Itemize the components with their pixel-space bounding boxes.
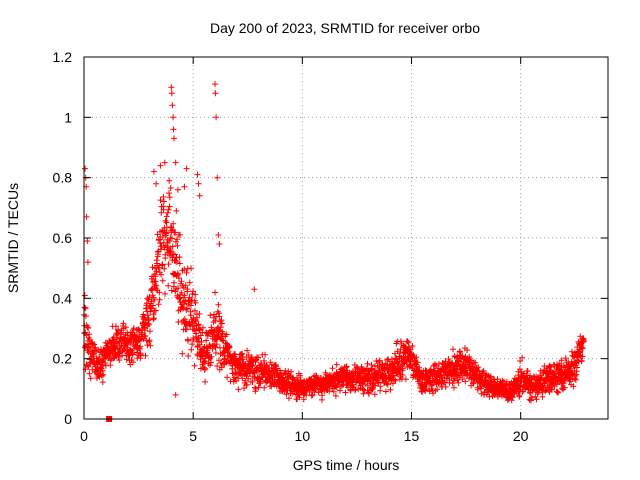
y-tick-label: 0 [64,411,72,427]
x-tick-label: 10 [295,428,311,444]
y-tick-label: 0.6 [53,230,73,246]
y-tick-label: 1 [64,109,72,125]
scatter-point-markers [81,81,587,404]
x-tick-label: 5 [189,428,197,444]
x-tick-label: 15 [404,428,420,444]
axis-tick-labels: 0 0.2 0.4 0.6 0.8 1 1.2 0 5 10 15 20 [53,49,529,444]
x-tick-label: 0 [80,428,88,444]
axis-ticks [83,56,608,420]
y-tick-label: 0.8 [53,170,73,186]
x-tick-label: 20 [513,428,529,444]
grid-lines [84,57,608,419]
y-axis-label: SRMTID / TECUs [5,183,21,293]
data-points [81,81,587,422]
y-tick-label: 0.4 [53,290,73,306]
y-tick-label: 1.2 [53,49,73,65]
chart-title: Day 200 of 2023, SRMTID for receiver orb… [210,20,480,36]
x-axis-label: GPS time / hours [293,457,400,473]
y-tick-label: 0.2 [53,351,73,367]
